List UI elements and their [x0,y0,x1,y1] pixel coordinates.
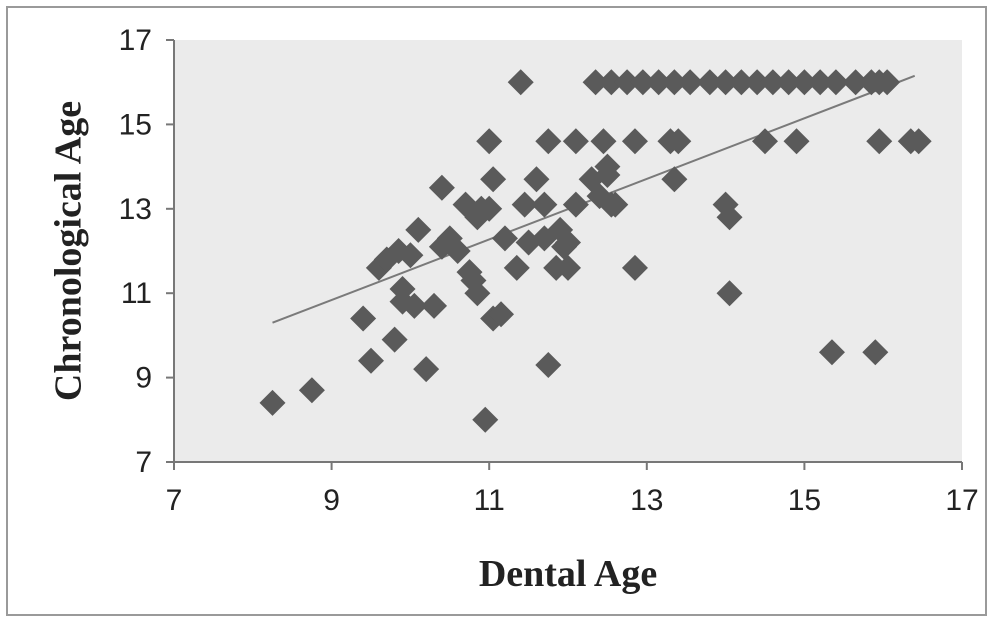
data-point [480,166,507,193]
x-tick-label: 13 [630,484,663,517]
data-point [476,195,503,222]
data-point [744,69,771,96]
data-point [555,229,581,256]
data-point [661,166,688,193]
data-point [488,301,515,328]
data-point [661,69,688,96]
data-point [752,128,778,155]
data-point [629,69,656,96]
data-point [405,216,432,243]
x-tick-label: 17 [945,484,978,517]
y-tick-label: 11 [121,277,152,310]
data-point [381,326,408,353]
data-point [582,69,609,96]
data-point [350,305,377,332]
data-point [555,254,581,281]
data-point [677,69,704,96]
data-point [491,225,518,252]
data-point [476,128,503,155]
data-point [696,69,723,96]
x-tick-label: 15 [788,484,821,517]
data-point [759,69,786,96]
tick-labels: 7 9 11 13 15 17 7 9 11 13 15 17 [119,24,979,517]
data-point [807,69,834,96]
x-tick-label: 7 [166,484,183,517]
x-tick-label: 11 [474,484,505,517]
data-points [259,69,932,433]
data-point [397,242,424,269]
data-point [818,339,845,366]
data-point [562,128,589,155]
x-tick-label: 9 [323,484,340,517]
data-point [594,153,621,180]
data-point [614,69,641,96]
data-point [822,69,849,96]
data-point [428,174,455,201]
data-point [444,238,471,264]
data-point [842,69,869,96]
data-point [358,347,384,374]
data-point [862,339,889,366]
data-point [621,128,648,155]
data-point [621,254,648,281]
data-point [523,166,550,193]
data-point [531,191,558,218]
data-point [464,280,491,307]
data-point [791,69,818,96]
data-point [472,406,499,433]
axes [166,39,963,470]
y-tick-label: 13 [119,193,152,226]
x-axis-label: Dental Age [479,553,657,595]
data-point [401,292,428,319]
data-point [905,128,932,155]
data-point [503,254,530,281]
y-tick-label: 9 [135,362,152,395]
data-point [598,69,625,96]
data-point [507,69,534,96]
data-point [775,69,802,96]
data-point [665,128,692,155]
y-tick-label: 7 [135,446,152,479]
data-point [602,191,629,218]
data-point [535,128,562,155]
data-point [413,356,440,383]
data-point [716,204,743,231]
data-point [712,69,739,96]
data-point [783,128,810,155]
data-point [511,191,538,218]
data-point [590,128,617,155]
data-point [421,292,448,319]
y-axis-label: Chronological Age [48,101,90,401]
data-point [259,389,286,416]
y-tick-label: 15 [119,108,152,141]
y-tick-label: 17 [119,24,152,57]
data-point [645,69,672,96]
data-point [562,191,589,218]
data-point [298,377,325,404]
data-point [866,128,893,155]
data-point [535,351,562,378]
data-point [728,69,755,96]
data-point [874,69,901,96]
data-point [716,280,743,307]
